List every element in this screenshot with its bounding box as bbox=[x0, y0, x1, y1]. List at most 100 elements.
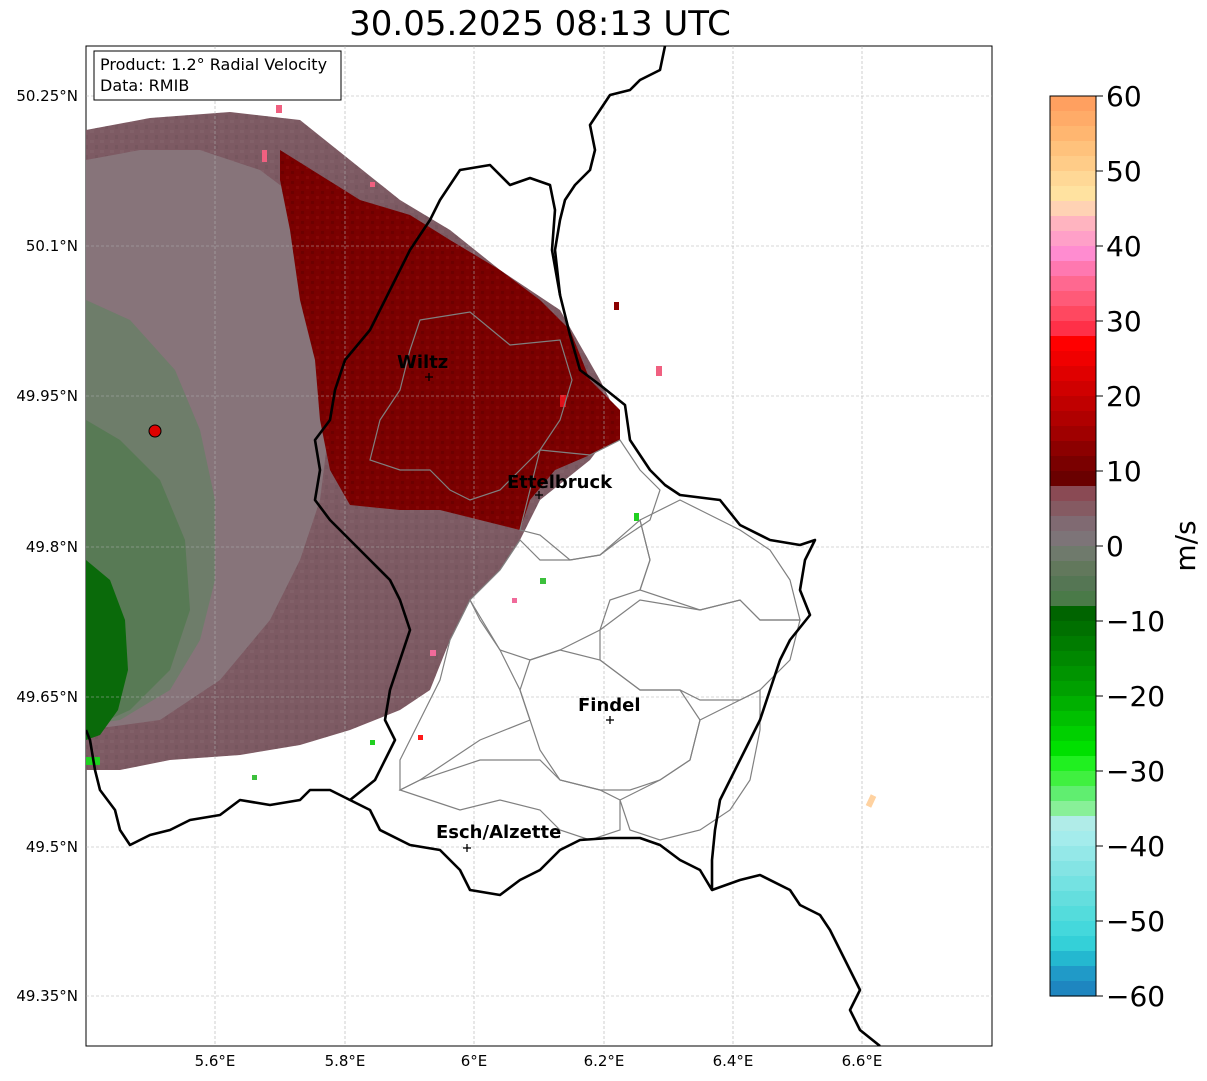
lon-ticks: 5.6°E 5.8°E 6°E 6.2°E 6.4°E 6.6°E bbox=[195, 1052, 883, 1070]
colorbar-swatch bbox=[1050, 561, 1096, 577]
colorbar-swatch bbox=[1050, 546, 1096, 562]
city-label-esch-alzette: Esch/Alzette bbox=[436, 822, 561, 843]
fr-de-border-south bbox=[711, 873, 881, 1046]
lat-tick: 49.35°N bbox=[16, 987, 78, 1005]
colorbar-tick-label: 30 bbox=[1106, 305, 1142, 338]
info-data-source: Data: RMIB bbox=[100, 76, 189, 95]
colorbar-swatch bbox=[1050, 591, 1096, 607]
colorbar-swatch bbox=[1050, 411, 1096, 427]
de-border bbox=[553, 46, 667, 296]
colorbar-swatch bbox=[1050, 141, 1096, 157]
map-title: 30.05.2025 08:13 UTC bbox=[349, 4, 731, 44]
colorbar-swatch bbox=[1050, 516, 1096, 532]
city-label-ettelbruck: Ettelbruck bbox=[507, 472, 613, 493]
colorbar-swatch bbox=[1050, 471, 1096, 487]
colorbar-swatch bbox=[1050, 741, 1096, 757]
be-fr-border bbox=[86, 729, 351, 847]
colorbar-swatch bbox=[1050, 156, 1096, 172]
city-label-wiltz: Wiltz bbox=[397, 352, 448, 373]
gridlines bbox=[86, 46, 992, 1046]
colorbar-swatch bbox=[1050, 351, 1096, 367]
colorbar-swatch bbox=[1050, 726, 1096, 742]
colorbar-swatch bbox=[1050, 621, 1096, 637]
lux-border bbox=[313, 163, 817, 897]
colorbar-tick-label: −40 bbox=[1106, 830, 1165, 863]
colorbar-tick-label: −30 bbox=[1106, 755, 1165, 788]
colorbar-swatch bbox=[1050, 306, 1096, 322]
colorbar-swatch bbox=[1050, 966, 1096, 982]
colorbar-tick-label: −20 bbox=[1106, 680, 1165, 713]
colorbar-tick-label: −60 bbox=[1106, 980, 1165, 1013]
echo-outbound-speckle bbox=[280, 150, 620, 530]
colorbar-swatch bbox=[1050, 666, 1096, 682]
colorbar-swatch bbox=[1050, 396, 1096, 412]
colorbar-swatch bbox=[1050, 231, 1096, 247]
colorbar-swatch bbox=[1050, 456, 1096, 472]
colorbar-tick-label: 10 bbox=[1106, 455, 1142, 488]
city-markers bbox=[425, 373, 614, 852]
lat-tick: 49.8°N bbox=[26, 538, 78, 556]
colorbar-swatch bbox=[1050, 126, 1096, 142]
colorbar-swatch bbox=[1050, 201, 1096, 217]
colorbar-ticks bbox=[1096, 95, 1103, 997]
lat-tick: 49.5°N bbox=[26, 838, 78, 856]
lat-tick: 49.65°N bbox=[16, 688, 78, 706]
national-borders bbox=[86, 46, 881, 1046]
colorbar-swatch bbox=[1050, 696, 1096, 712]
colorbar-swatches bbox=[1050, 96, 1096, 997]
lat-tick: 50.25°N bbox=[16, 87, 78, 105]
colorbar-swatch bbox=[1050, 711, 1096, 727]
lon-tick: 5.6°E bbox=[195, 1052, 236, 1070]
lon-tick: 5.8°E bbox=[325, 1052, 366, 1070]
colorbar-swatch bbox=[1050, 681, 1096, 697]
colorbar-tick-label: 50 bbox=[1106, 155, 1142, 188]
colorbar-swatch bbox=[1050, 921, 1096, 937]
colorbar-tick-label: 0 bbox=[1106, 530, 1124, 563]
colorbar-swatch bbox=[1050, 606, 1096, 622]
colorbar-swatch bbox=[1050, 891, 1096, 907]
colorbar-tick-labels: 60 50 40 30 20 10 0 −10 −20 −30 −40 −50 … bbox=[1106, 80, 1165, 1013]
colorbar-swatch bbox=[1050, 936, 1096, 952]
colorbar-swatch bbox=[1050, 261, 1096, 277]
lat-ticks: 50.25°N 50.1°N 49.95°N 49.8°N 49.65°N 49… bbox=[16, 87, 78, 1005]
colorbar-swatch bbox=[1050, 216, 1096, 232]
colorbar-swatch bbox=[1050, 816, 1096, 832]
colorbar-swatch bbox=[1050, 171, 1096, 187]
lat-tick: 50.1°N bbox=[26, 237, 78, 255]
colorbar-swatch bbox=[1050, 801, 1096, 817]
lon-tick: 6.6°E bbox=[842, 1052, 883, 1070]
lon-tick: 6.2°E bbox=[584, 1052, 625, 1070]
info-product: Product: 1.2° Radial Velocity bbox=[100, 55, 327, 74]
colorbar-swatch bbox=[1050, 786, 1096, 802]
colorbar-swatch bbox=[1050, 111, 1096, 127]
colorbar-swatch bbox=[1050, 276, 1096, 292]
colorbar-swatch bbox=[1050, 426, 1096, 442]
colorbar-swatch bbox=[1050, 501, 1096, 517]
map-area bbox=[86, 46, 992, 1046]
city-label-findel: Findel bbox=[578, 695, 641, 716]
lon-tick: 6.4°E bbox=[713, 1052, 754, 1070]
colorbar-swatch bbox=[1050, 186, 1096, 202]
colorbar-swatch bbox=[1050, 366, 1096, 382]
colorbar-tick-label: 40 bbox=[1106, 230, 1142, 263]
colorbar-swatch bbox=[1050, 651, 1096, 667]
echo-inbound-strong bbox=[86, 560, 128, 740]
colorbar-swatch bbox=[1050, 846, 1096, 862]
lon-tick: 6°E bbox=[461, 1052, 488, 1070]
colorbar-swatch bbox=[1050, 636, 1096, 652]
colorbar-swatch bbox=[1050, 981, 1096, 997]
velocity-field bbox=[86, 105, 877, 808]
colorbar-tick-label: −50 bbox=[1106, 905, 1165, 938]
info-box: Product: 1.2° Radial Velocity Data: RMIB bbox=[93, 50, 342, 101]
colorbar-swatch bbox=[1050, 336, 1096, 352]
colorbar-swatch bbox=[1050, 246, 1096, 262]
colorbar-swatch bbox=[1050, 291, 1096, 307]
colorbar-swatch bbox=[1050, 441, 1096, 457]
colorbar-swatch bbox=[1050, 951, 1096, 967]
colorbar-tick-label: −10 bbox=[1106, 605, 1165, 638]
colorbar-swatch bbox=[1050, 831, 1096, 847]
colorbar-swatch bbox=[1050, 486, 1096, 502]
colorbar-tick-label: 60 bbox=[1106, 80, 1142, 113]
colorbar-swatch bbox=[1050, 381, 1096, 397]
colorbar-swatch bbox=[1050, 771, 1096, 787]
